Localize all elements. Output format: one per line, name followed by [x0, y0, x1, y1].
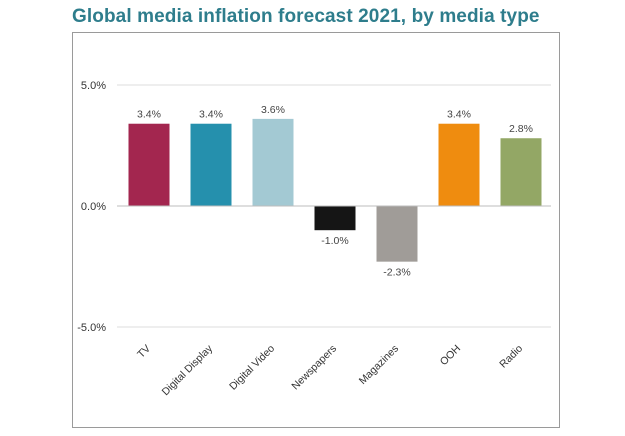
bar-5 [438, 123, 480, 206]
x-tick-label: OOH [438, 343, 463, 368]
data-label: -2.3% [383, 267, 410, 279]
bar-6 [500, 138, 542, 206]
y-tick-label: 0.0% [81, 201, 106, 213]
x-tick-label: Newspapers [289, 343, 339, 393]
data-label: 2.8% [509, 123, 533, 135]
bar-2 [252, 118, 294, 206]
x-tick-label: Digital Video [227, 343, 277, 393]
y-tick-label: 5.0% [81, 80, 106, 92]
x-tick-label: Magazines [357, 343, 401, 387]
x-tick-label: Radio [497, 343, 525, 371]
bar-0 [128, 123, 170, 206]
bar-4 [376, 206, 418, 262]
data-label: 3.4% [199, 109, 223, 121]
x-tick-label: TV [135, 343, 153, 361]
bar-3 [314, 206, 356, 231]
data-label: 3.6% [261, 104, 285, 116]
data-label: 3.4% [447, 109, 471, 121]
bar-1 [190, 123, 232, 206]
chart-title: Global media inflation forecast 2021, by… [72, 6, 540, 27]
data-label: -1.0% [321, 235, 348, 247]
y-tick-label: -5.0% [77, 322, 106, 334]
x-tick-label: Digital Display [160, 342, 216, 398]
data-label: 3.4% [137, 109, 161, 121]
